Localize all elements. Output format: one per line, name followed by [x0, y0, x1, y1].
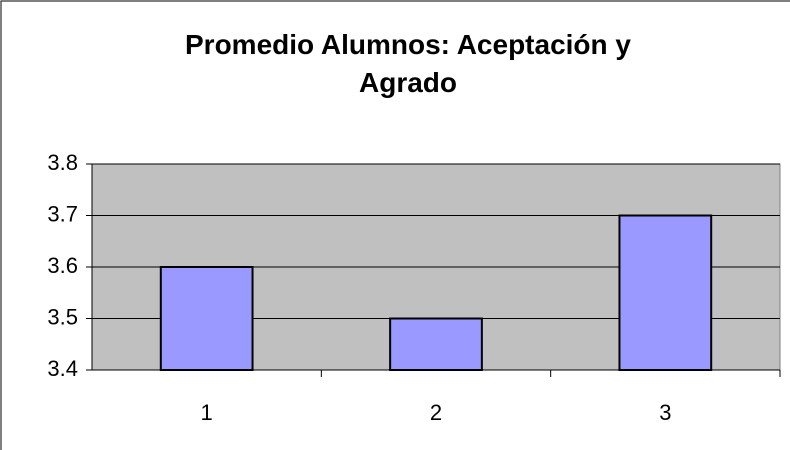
y-tick-label: 3.6: [47, 253, 78, 278]
chart-title: Promedio Alumnos: Aceptación y Agrado: [185, 29, 631, 98]
y-tick-label: 3.7: [47, 201, 78, 226]
bar: [159, 266, 254, 371]
x-tick-label: 3: [659, 400, 671, 425]
x-tick-label: 1: [201, 400, 213, 425]
y-tick-label: 3.4: [47, 356, 78, 381]
bar: [618, 214, 713, 371]
y-tick-label: 3.5: [47, 304, 78, 329]
y-tick-label: 3.8: [47, 150, 78, 175]
bar: [389, 317, 483, 371]
x-tick-label: 2: [430, 400, 442, 425]
